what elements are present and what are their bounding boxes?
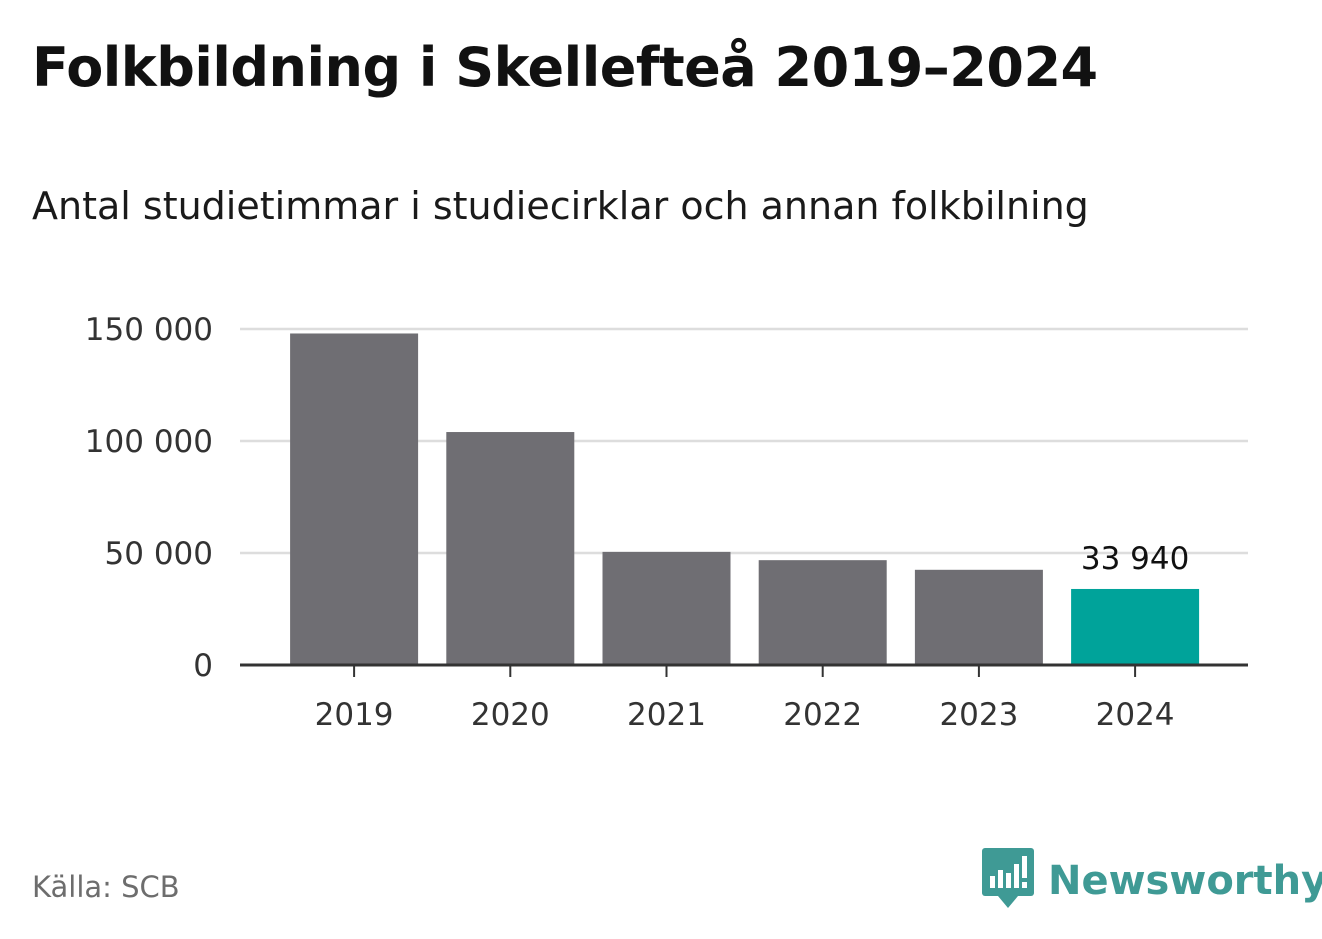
x-tick-label: 2019: [315, 697, 394, 733]
source-note: Källa: SCB: [32, 870, 180, 904]
brand-name: Newsworthy: [1048, 858, 1322, 904]
y-tick-label: 100 000: [85, 424, 213, 460]
chart-title: Folkbildning i Skellefteå 2019–2024: [32, 36, 1098, 99]
y-tick-label: 50 000: [105, 536, 213, 572]
bar-2019: [290, 333, 419, 665]
bar-2022: [758, 560, 887, 665]
bar-2024: [1071, 588, 1200, 665]
x-tick-label: 2021: [627, 697, 706, 733]
x-tick-label: 2020: [471, 697, 550, 733]
bars: [290, 333, 1200, 665]
bar-2023: [914, 569, 1043, 665]
bar-2020: [446, 432, 575, 665]
x-tick-label: 2022: [783, 697, 862, 733]
chart-subtitle: Antal studietimmar i studiecirklar och a…: [32, 184, 1089, 228]
x-tick-label: 2024: [1096, 697, 1175, 733]
x-axis: [240, 663, 1248, 677]
bar-2021: [602, 551, 731, 665]
labels: 0 50 000 100 000 150 000 2019 2020 2021 2022 202…: [85, 312, 1190, 733]
data-label: 33 940: [1081, 541, 1189, 577]
bar-chart-speech-bubble-icon: [982, 848, 1034, 914]
y-tick-label: 150 000: [85, 312, 213, 348]
y-tick-label: 0: [193, 648, 213, 684]
brand-logo[interactable]: Newsworthy: [982, 848, 1322, 914]
x-tick-label: 2023: [939, 697, 1018, 733]
